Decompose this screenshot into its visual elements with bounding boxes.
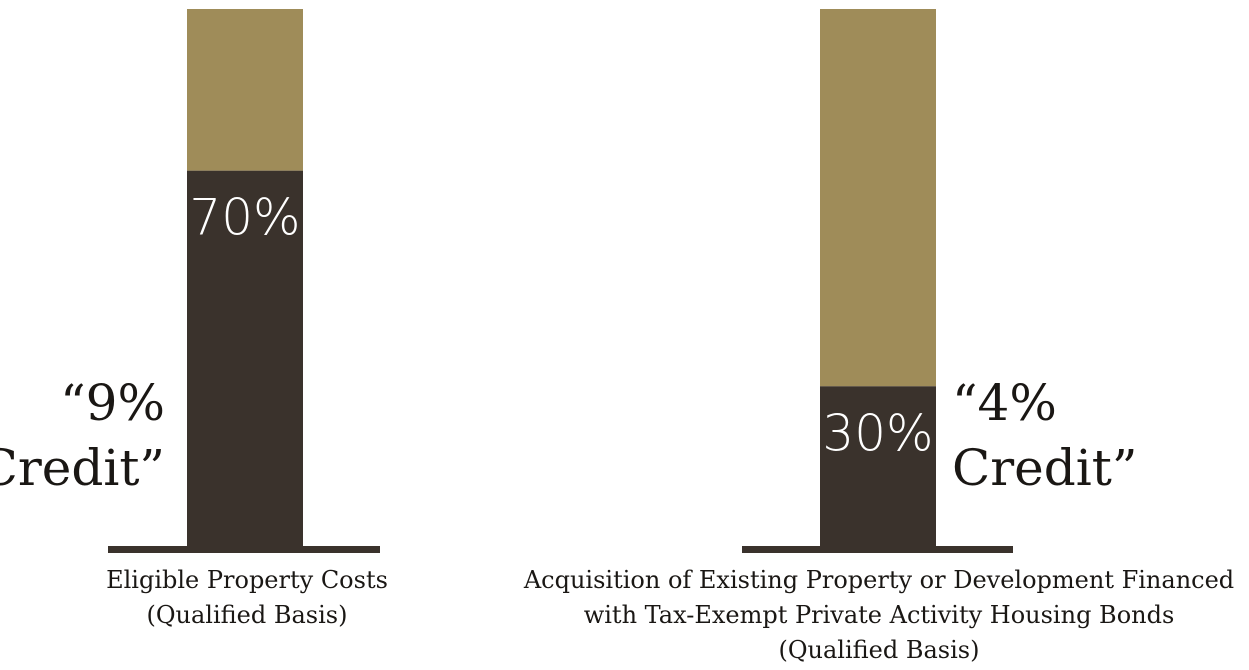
credit-label-line: Credit” — [0, 439, 165, 497]
bar-remainder-segment — [187, 9, 303, 171]
category-label-line: Eligible Property Costs — [106, 566, 388, 594]
bar-group-1: 70% “9% Credit” Eligible Property Costs (Qua… — [0, 9, 388, 629]
bar-credit-segment — [820, 386, 936, 548]
bar-baseline — [108, 546, 380, 553]
credit-label-line: “9% — [60, 374, 165, 432]
bar-group-2: 30% “4% Credit” Acquisition of Existing Pro… — [523, 9, 1234, 664]
category-label-line: Acquisition of Existing Property or Deve… — [523, 566, 1234, 594]
category-label-line: (Qualified Basis) — [147, 601, 348, 629]
category-label-line: with Tax-Exempt Private Activity Housing… — [584, 601, 1175, 629]
bar-value-label: 70% — [189, 189, 300, 247]
bar-value-label: 30% — [822, 404, 933, 462]
category-label-line: (Qualified Basis) — [779, 636, 980, 664]
bar-baseline — [742, 546, 1013, 553]
credit-label-line: “4% — [952, 374, 1057, 432]
bar-credit-segment — [187, 170, 303, 548]
bar-remainder-segment — [820, 9, 936, 387]
credit-label-line: Credit” — [952, 439, 1137, 497]
